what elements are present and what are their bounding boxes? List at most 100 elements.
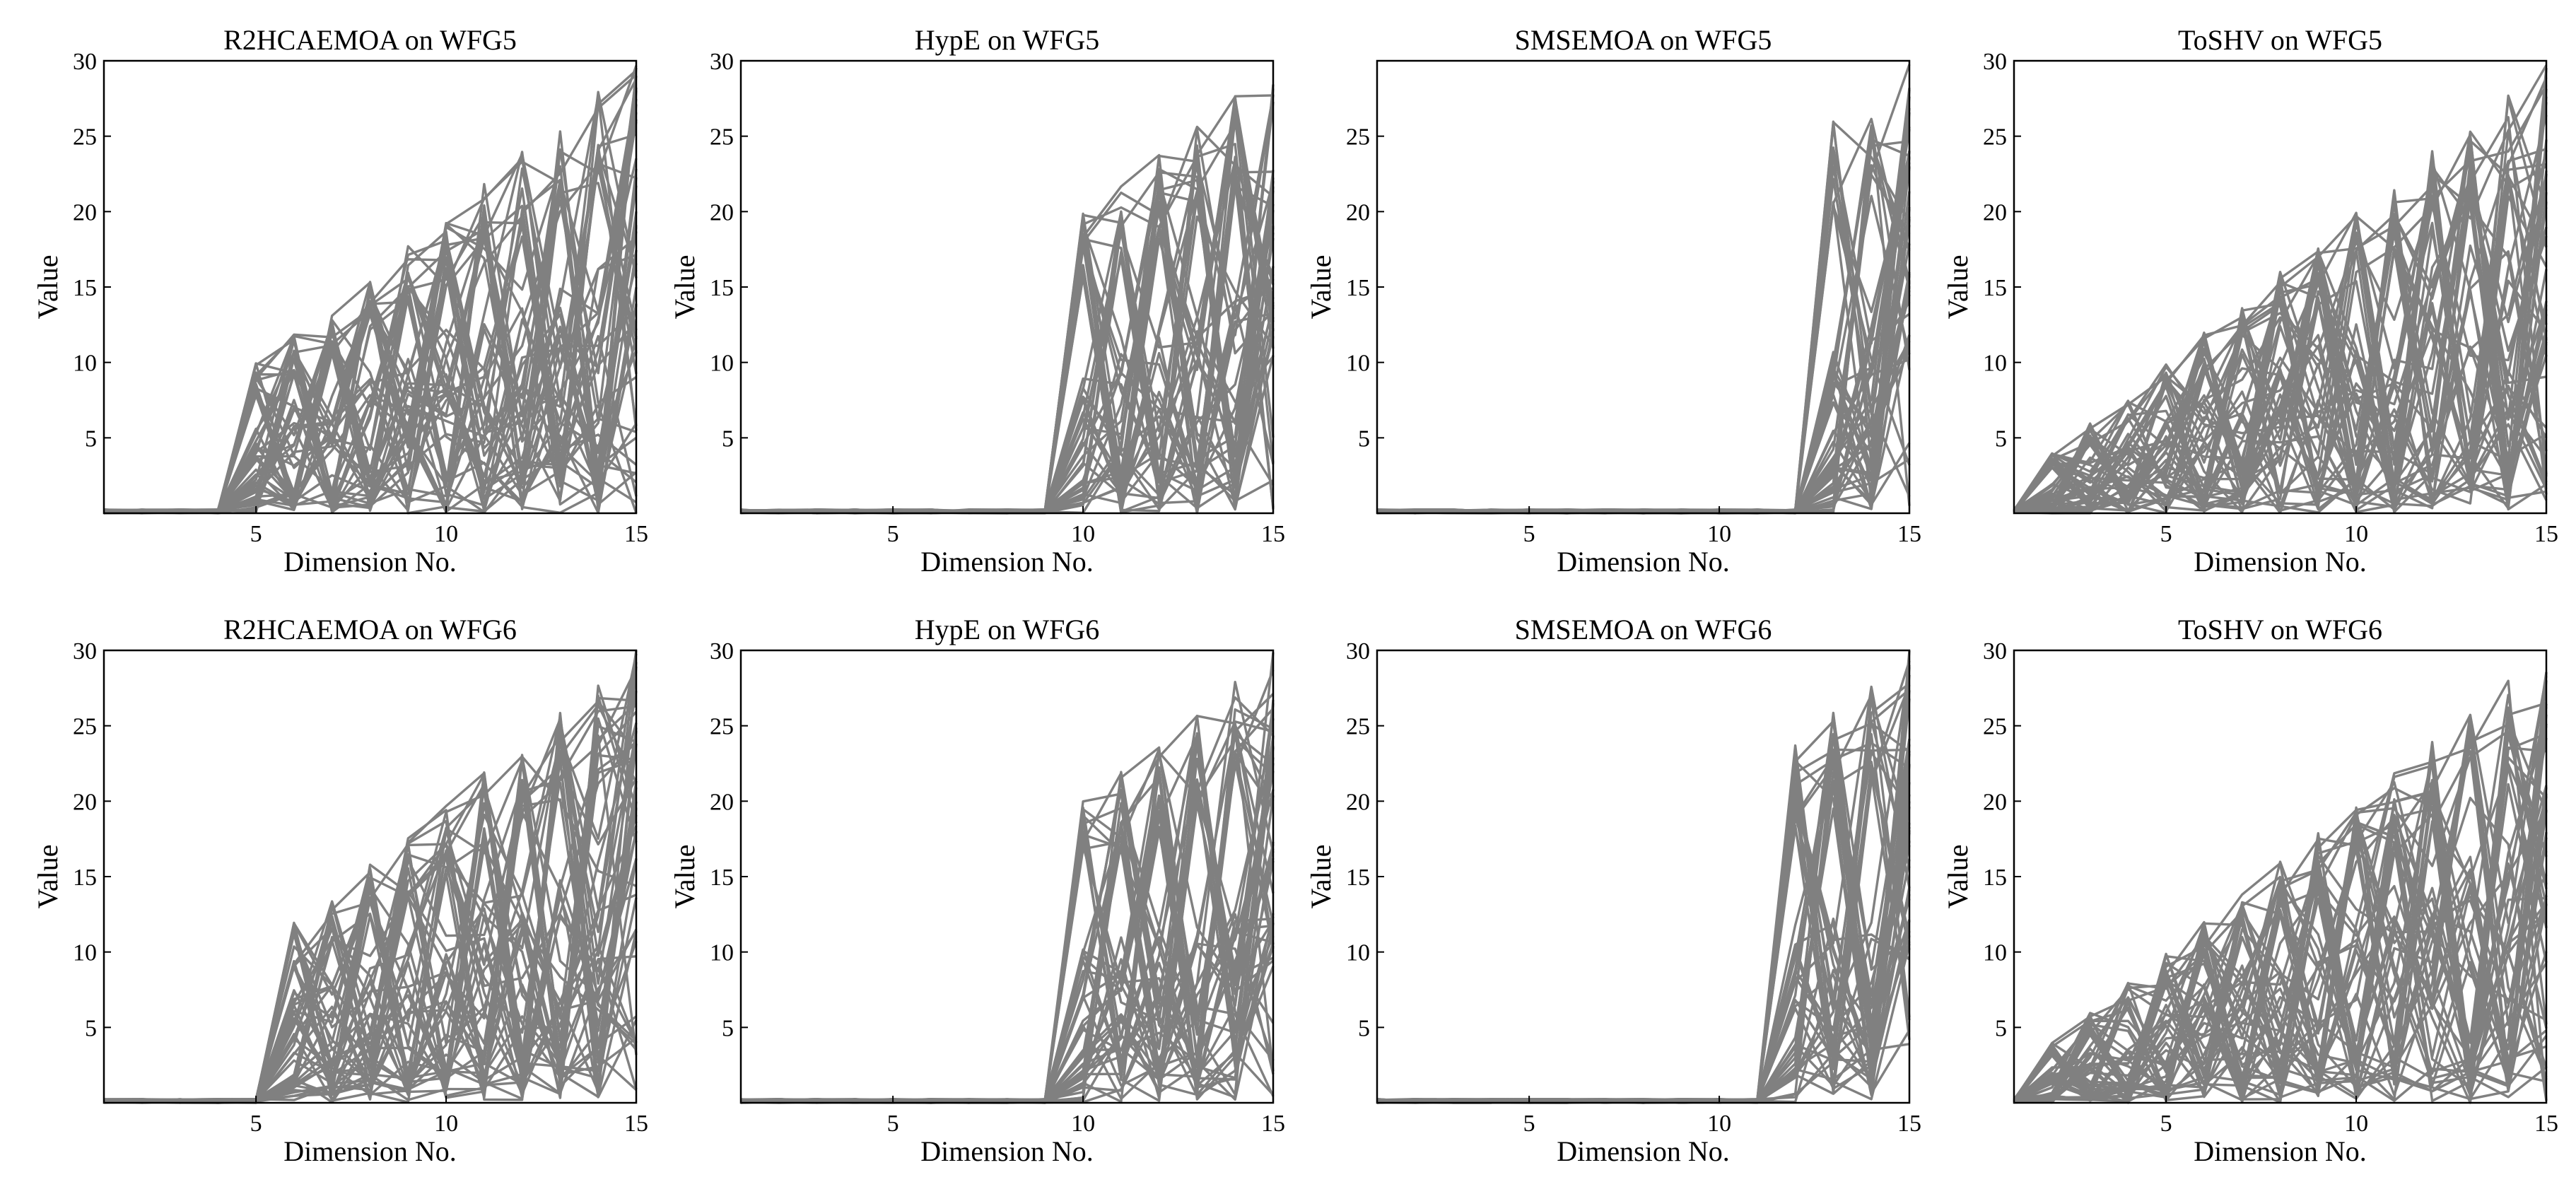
series-lines [1376,64,1911,515]
x-tick-label: 5 [1523,1111,1535,1137]
y-tick-label: 10 [73,940,97,966]
x-tick-label: 5 [887,521,899,547]
y-tick-label: 5 [85,1015,97,1041]
y-axis-label: Value [669,844,701,908]
x-axis-label: Dimension No. [1557,1135,1729,1167]
series-line [2013,67,2548,514]
x-axis-label: Dimension No. [2194,546,2366,578]
panel-7: 5 10 15 5 10 15 20 25 30 SMSEMOA on WFG6 Dimension… [1305,614,1921,1167]
series-line [2013,302,2548,514]
series-lines [740,84,1275,515]
y-tick-label: 15 [710,865,734,891]
x-tick-label: 10 [2344,521,2368,547]
panel-6: 5 10 15 5 10 15 20 25 30 HypE on WFG6 Dimension No… [669,614,1285,1167]
y-tick-label: 5 [85,426,97,452]
series-line [2013,679,2548,1102]
x-axis-label: Dimension No. [920,1135,1093,1167]
y-tick-label: 20 [710,199,734,226]
y-tick-label: 5 [1995,426,2007,452]
y-tick-label: 30 [1346,638,1370,665]
series-line [2013,714,2548,1101]
panel-title: R2HCAEMOA on WFG5 [223,24,517,56]
series-line [1376,301,1911,514]
panel-1: 5 10 15 5 10 15 20 25 30 R2HCAEMOA on WFG5 Dimensi… [32,24,648,578]
y-tick-label: 10 [710,940,734,966]
x-tick-label: 15 [2534,521,2558,547]
x-tick-label: 10 [1707,1111,1731,1137]
x-axis-label: Dimension No. [283,546,456,578]
panel-5: 5 10 15 5 10 15 20 25 30 R2HCAEMOA on WFG6 Dimensi… [32,614,648,1167]
y-axis-label: Value [1305,844,1337,908]
y-tick-label: 25 [73,124,97,151]
x-axis-label: Dimension No. [283,1135,456,1167]
panel-8: 5 10 15 5 10 15 20 25 30 ToSHV on WFG6 Dimension N… [1942,614,2558,1167]
y-tick-label: 15 [1983,865,2007,891]
series-line [2013,741,2548,1101]
x-tick-label: 15 [624,521,648,547]
x-tick-label: 10 [1071,521,1095,547]
series-line [2013,139,2548,515]
series-line [2013,170,2548,513]
series-line [2013,780,2547,1102]
series-line [103,235,638,513]
series-line [2013,215,2548,513]
series-line [2013,809,2548,1102]
y-tick-label: 20 [73,199,97,226]
series-line [2013,187,2548,515]
x-tick-label: 15 [1897,1111,1921,1137]
y-axis-label: Value [1305,254,1337,319]
x-tick-label: 10 [2344,1111,2368,1137]
panel-title: HypE on WFG6 [915,614,1099,645]
y-tick-label: 10 [1983,351,2007,377]
y-tick-label: 10 [1983,940,2007,966]
series-line [2013,130,2548,512]
series-line [2013,722,2548,1104]
y-tick-label: 5 [722,1015,734,1041]
series-line [740,225,1275,515]
panel-title: HypE on WFG5 [915,24,1099,56]
series-line [2013,173,2548,515]
series-line [2013,248,2548,514]
panel-title: SMSEMOA on WFG6 [1515,614,1772,645]
y-tick-label: 10 [73,351,97,377]
y-tick-label: 10 [710,351,734,377]
x-tick-label: 10 [434,1111,458,1137]
x-tick-label: 5 [887,1111,899,1137]
y-tick-label: 15 [710,275,734,301]
x-tick-label: 5 [250,1111,262,1137]
y-tick-label: 20 [1983,199,2007,226]
panel-title: ToSHV on WFG5 [2178,24,2382,56]
x-tick-label: 15 [1897,521,1921,547]
x-tick-label: 15 [1261,521,1285,547]
y-axis-label: Value [1942,844,1974,908]
y-tick-label: 25 [73,714,97,740]
y-tick-label: 15 [1983,275,2007,301]
y-tick-label: 20 [1346,789,1370,815]
x-tick-label: 15 [1261,1111,1285,1137]
y-tick-label: 10 [1346,940,1370,966]
x-tick-label: 5 [2160,521,2172,547]
series-lines [103,650,638,1104]
x-tick-label: 10 [434,521,458,547]
x-axis-label: Dimension No. [920,546,1093,578]
y-tick-label: 30 [1983,49,2007,75]
series-line [2013,680,2548,1102]
series-line [2013,898,2548,1101]
y-tick-label: 20 [73,789,97,815]
y-tick-label: 25 [1983,124,2007,151]
y-tick-label: 20 [1983,789,2007,815]
panel-title: R2HCAEMOA on WFG6 [223,614,517,645]
series-line [2013,732,2547,1104]
series-line [2013,703,2548,1104]
panel-2: 5 10 15 5 10 15 20 25 30 HypE on WFG5 Dimension No… [669,24,1285,578]
series-line [2013,221,2548,513]
y-axis-label: Value [32,844,64,908]
y-tick-label: 15 [73,275,97,301]
x-axis-label: Dimension No. [1557,546,1729,578]
panel-title: ToSHV on WFG6 [2178,614,2382,645]
panel-3: 5 10 15 5 10 15 20 25 SMSEMOA on WFG5 Dimension N… [1305,24,1921,578]
x-tick-label: 15 [2534,1111,2558,1137]
x-tick-label: 5 [2160,1111,2172,1137]
series-lines [740,652,1275,1104]
series-lines [103,65,638,515]
